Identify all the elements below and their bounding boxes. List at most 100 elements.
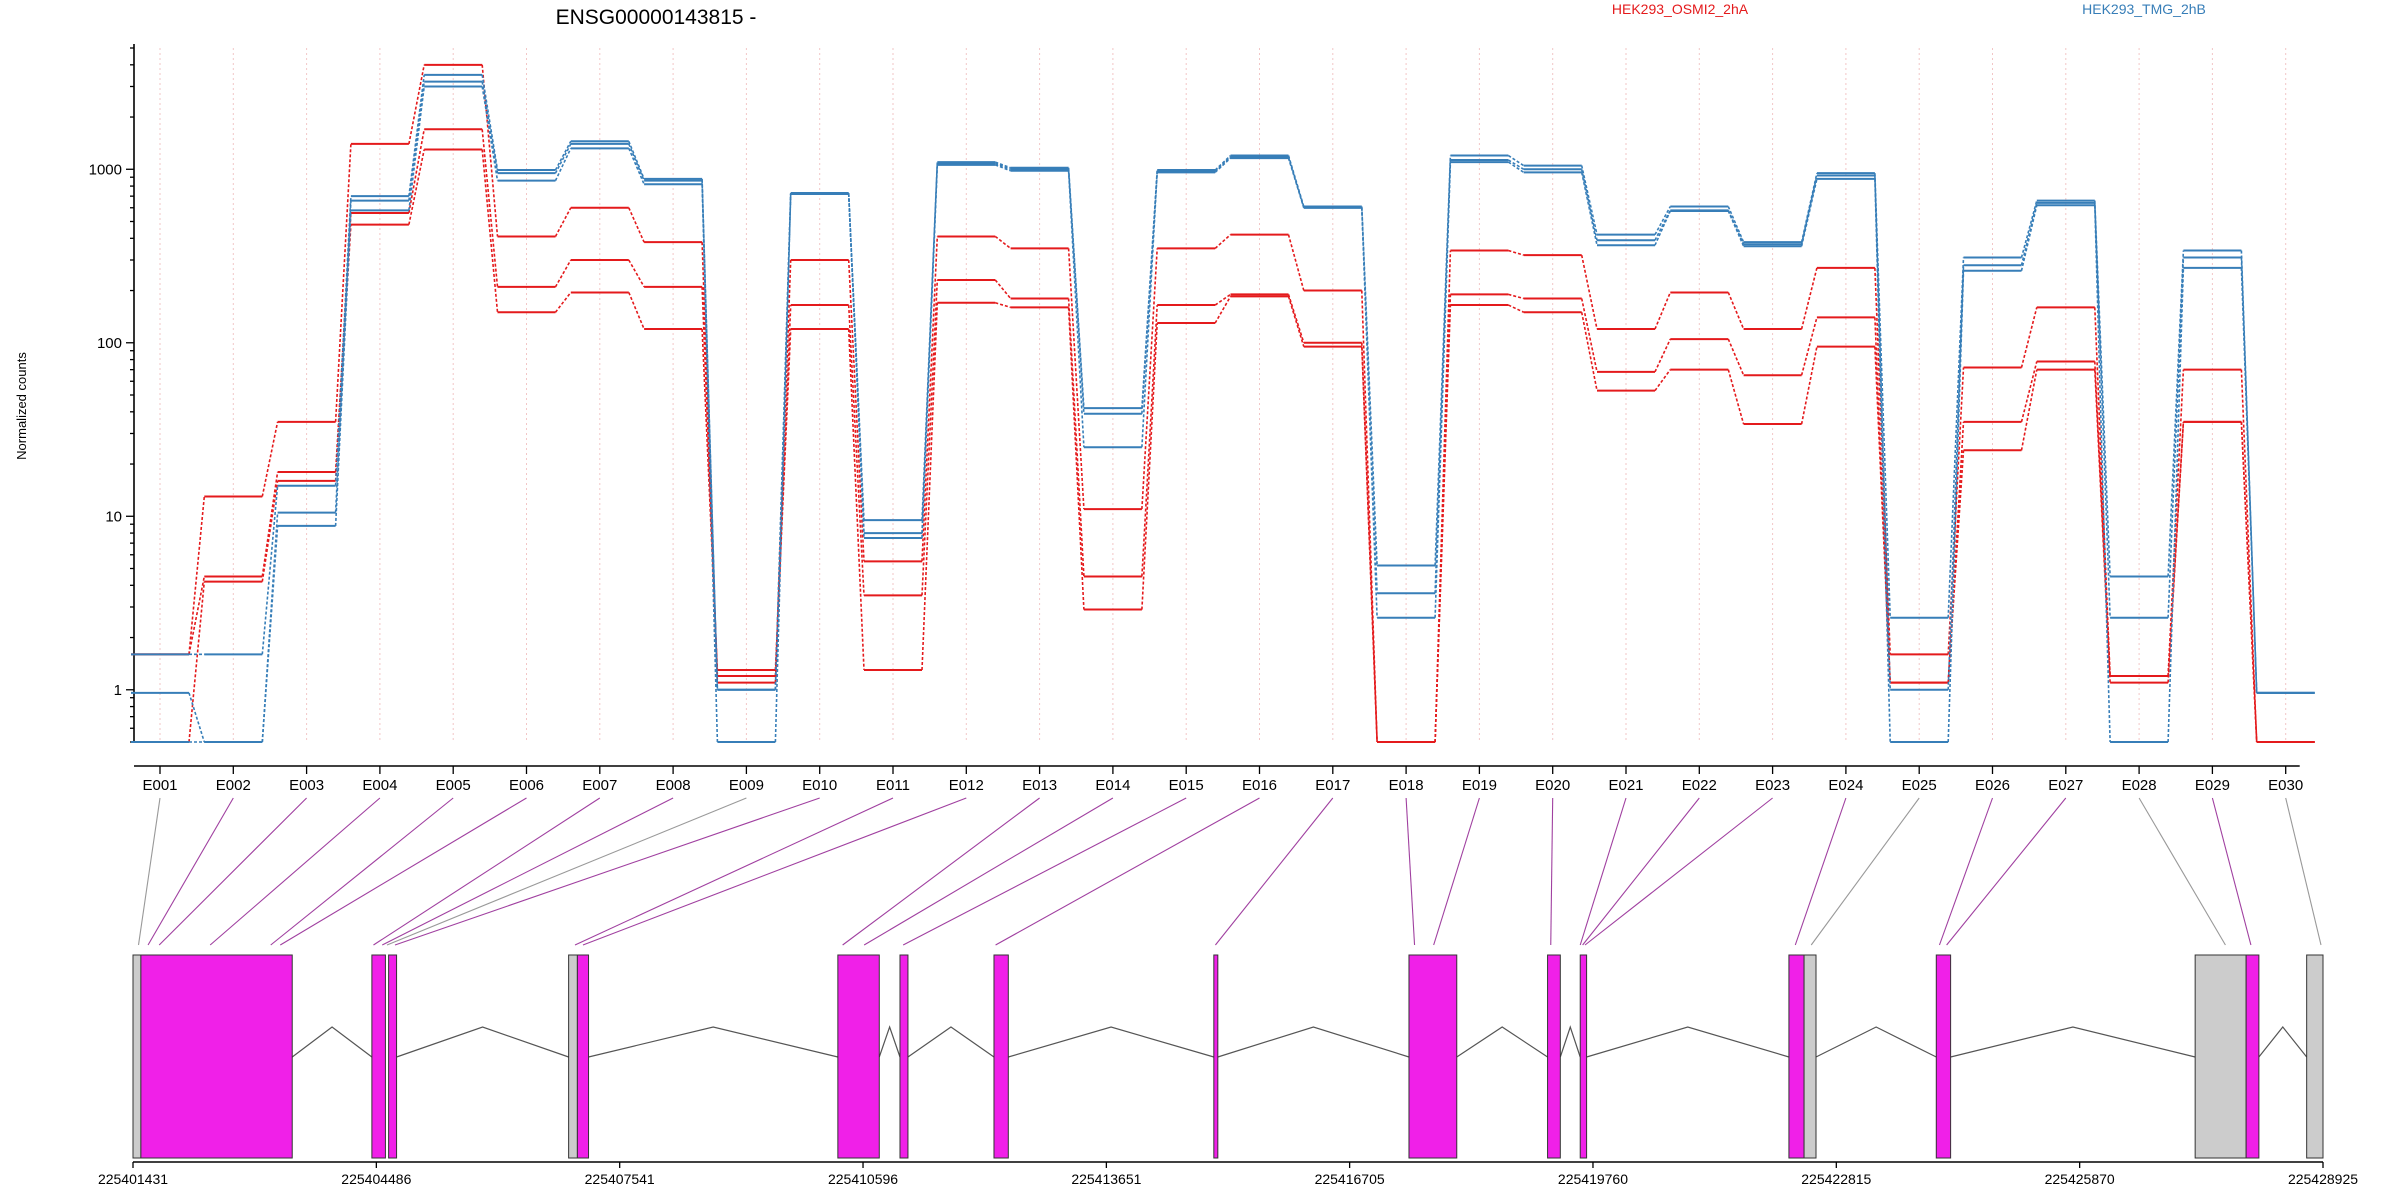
- series-1: [131, 63, 2315, 743]
- series-transition: [188, 576, 206, 655]
- series-transition: [1654, 210, 1672, 246]
- series-transition: [995, 302, 1011, 309]
- exon-block-e020: [1547, 954, 1561, 1159]
- intron-line: [878, 1025, 901, 1058]
- series-transition: [2240, 267, 2258, 693]
- series-transition: [2240, 250, 2258, 693]
- series-transition: [188, 692, 206, 743]
- series-transition: [2240, 421, 2258, 743]
- genome-tick-label: 225404486: [341, 1171, 411, 1187]
- series-transition: [995, 164, 1011, 172]
- connector-line: [863, 797, 1114, 946]
- gene-model: 225401431 225404486 225407541 225410596 2254…: [98, 954, 2358, 1187]
- connector-line: [209, 797, 381, 946]
- exon-block-e002-e008: [140, 954, 293, 1159]
- series-6: [131, 85, 2315, 743]
- exon-block-e018-e019: [1408, 954, 1458, 1159]
- exon-block-e026-e027: [1935, 954, 1952, 1159]
- series-transition: [921, 236, 939, 562]
- exon-block-e013-e014: [837, 954, 880, 1159]
- x-tick-label-e009: E009: [729, 777, 764, 794]
- series-transition: [481, 86, 499, 181]
- connector-line: [1582, 797, 1700, 946]
- series-transition: [1361, 207, 1378, 618]
- series-transition: [2240, 369, 2258, 743]
- x-tick-label-e012: E012: [949, 777, 984, 794]
- series-transition: [2094, 361, 2111, 677]
- intron-line: [1008, 1026, 1214, 1058]
- intron-line: [1559, 1025, 1581, 1058]
- x-tick-label-e027: E027: [2048, 777, 2083, 794]
- series-transition: [994, 235, 1012, 250]
- axes: 1 10 100 1000 E001 E002 E003 E004 E005 E006 E007 E0…: [89, 44, 2303, 794]
- connector-line: [1214, 797, 1334, 946]
- connector-line: [1433, 797, 1480, 946]
- series-transition: [261, 471, 279, 577]
- connector-line: [1584, 797, 1773, 946]
- x-tick-label-e004: E004: [362, 777, 397, 794]
- genome-tick-label: 225425870: [2045, 1171, 2115, 1187]
- series-transition: [1580, 312, 1598, 391]
- x-tick-label-e016: E016: [1242, 777, 1277, 794]
- series-transition: [481, 64, 499, 237]
- connector-line: [574, 797, 894, 946]
- series-transition: [847, 259, 865, 562]
- series-transition: [628, 148, 645, 185]
- intron-line: [1950, 1026, 2196, 1058]
- connector-line: [386, 797, 747, 946]
- exon-block-e001: [132, 954, 142, 1159]
- series-transition: [1580, 169, 1598, 241]
- x-tick-label-e005: E005: [436, 777, 471, 794]
- series-transition: [1654, 206, 1672, 236]
- series-transition: [408, 129, 425, 214]
- series-transition: [1874, 317, 1891, 683]
- series-transition: [1654, 369, 1671, 392]
- series-transition: [554, 140, 572, 171]
- series-transition: [408, 86, 425, 211]
- x-tick-label-e014: E014: [1095, 777, 1130, 794]
- series-transition: [1508, 293, 1524, 300]
- series-transition: [1874, 178, 1891, 743]
- series-5: [131, 80, 2315, 743]
- series-transition: [701, 184, 719, 743]
- connector-line: [902, 797, 1187, 946]
- series-transition: [1580, 172, 1598, 246]
- connector-line: [582, 797, 967, 946]
- series-transition: [1947, 265, 1965, 690]
- genome-tick-label: 225422815: [1801, 1171, 1871, 1187]
- legend-group-b: HEK293_TMG_2hB: [2082, 1, 2206, 17]
- x-tick-label-e010: E010: [802, 777, 837, 794]
- series-transition: [481, 149, 499, 313]
- x-tick-label-e023: E023: [1755, 777, 1790, 794]
- series-transition: [408, 64, 425, 145]
- intron-line: [1815, 1026, 1937, 1058]
- series-transition: [921, 302, 939, 671]
- series-transition: [1874, 175, 1891, 690]
- x-tick-label-e029: E029: [2195, 777, 2230, 794]
- genome-tick-label: 225407541: [585, 1171, 655, 1187]
- x-tick-label-e021: E021: [1608, 777, 1643, 794]
- series-transition: [1214, 156, 1232, 172]
- series-transition: [1800, 346, 1818, 425]
- y-axis-label: Normalized counts: [14, 352, 29, 460]
- connector-line: [381, 797, 674, 946]
- series-transition: [1874, 267, 1891, 655]
- series-transition: [481, 129, 499, 287]
- series-transition: [1508, 249, 1524, 256]
- connector-line: [1938, 797, 1994, 946]
- series-transition: [1214, 154, 1232, 171]
- x-tick-label-e020: E020: [1535, 777, 1570, 794]
- series-transition: [1580, 298, 1598, 372]
- connector-line: [279, 797, 527, 946]
- genome-tick-label: 225413651: [1071, 1171, 1141, 1187]
- x-tick-label-e019: E019: [1462, 777, 1497, 794]
- series-transition: [481, 74, 499, 171]
- genome-tick-label: 225419760: [1558, 1171, 1628, 1187]
- genome-tick-label: 225428925: [2288, 1171, 2358, 1187]
- connector-line: [137, 797, 161, 946]
- series-transition: [554, 143, 572, 174]
- series-transition: [1214, 296, 1232, 324]
- series-transition: [1947, 450, 1965, 683]
- series-transition: [2020, 205, 2038, 271]
- exon-block-e015: [899, 954, 909, 1159]
